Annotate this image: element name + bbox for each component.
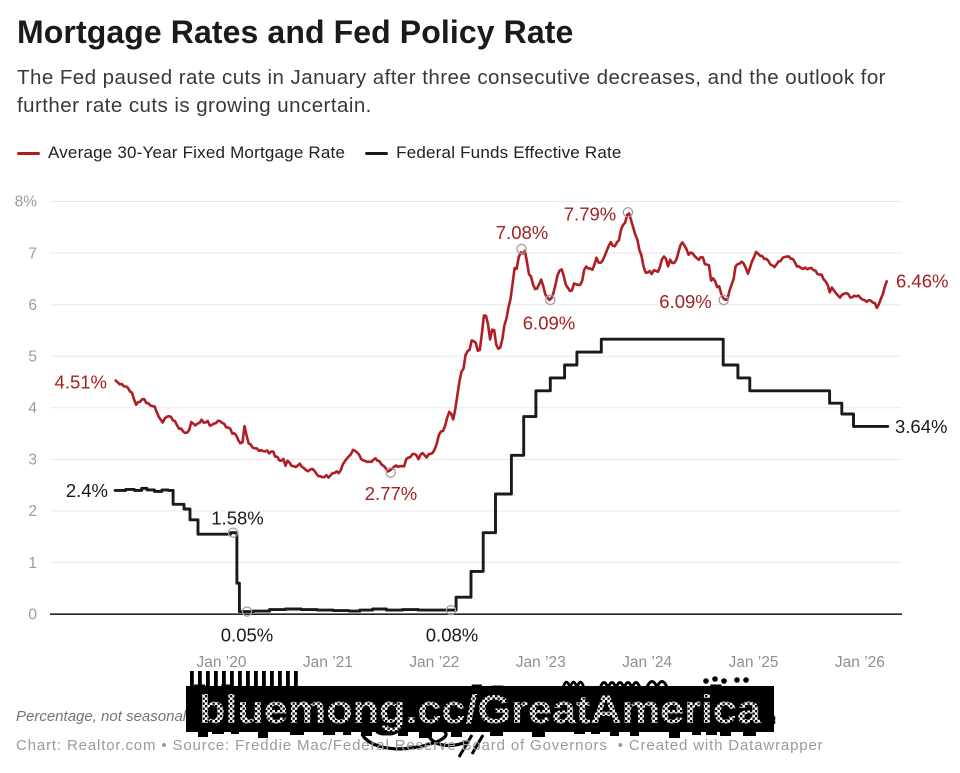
svg-text:2.4%: 2.4% [66,480,108,501]
svg-text:6: 6 [28,297,37,314]
svg-text:8%: 8% [15,194,38,211]
svg-text:7.08%: 7.08% [496,222,548,243]
svg-text:Jan ’22: Jan ’22 [409,654,459,671]
svg-text:7.79%: 7.79% [564,204,616,225]
svg-text:5: 5 [28,348,37,365]
svg-text:Jan ’26: Jan ’26 [835,654,885,671]
svg-text:6.09%: 6.09% [659,291,711,312]
svg-text:bluemong.cc/GreatAmerica: bluemong.cc/GreatAmerica [199,688,762,732]
svg-text:3: 3 [28,452,37,469]
svg-text:Jan ’21: Jan ’21 [303,654,353,671]
svg-text:4: 4 [28,400,37,417]
svg-text:1.58%: 1.58% [211,508,263,529]
svg-text:0: 0 [28,606,37,623]
svg-text:3.64%: 3.64% [895,416,947,437]
svg-text:4.51%: 4.51% [55,372,107,393]
svg-text:Jan ’20: Jan ’20 [197,654,247,671]
svg-text:Jan ’23: Jan ’23 [516,654,566,671]
svg-text:7: 7 [28,245,37,262]
svg-text:0.08%: 0.08% [426,625,478,646]
svg-text:Jan ’24: Jan ’24 [622,654,672,671]
svg-text:2.77%: 2.77% [365,483,417,504]
svg-text:2: 2 [28,503,37,520]
svg-text:0.05%: 0.05% [221,625,273,646]
svg-text:Jan ’25: Jan ’25 [729,654,779,671]
svg-text:6.46%: 6.46% [896,270,948,291]
svg-text:6.09%: 6.09% [523,313,575,334]
svg-text:1: 1 [28,555,37,572]
